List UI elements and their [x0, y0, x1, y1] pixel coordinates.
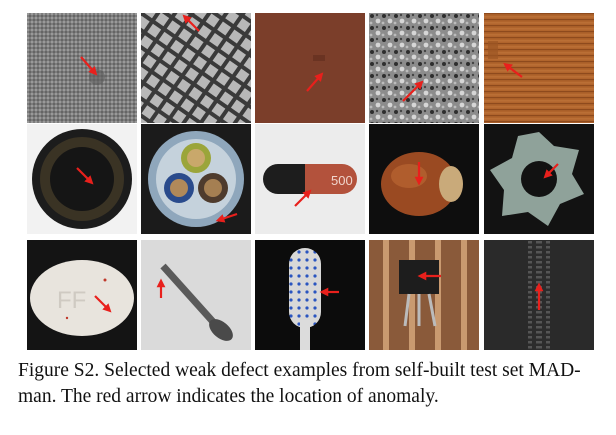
tile-image [369, 13, 479, 123]
anomaly-arrow [76, 167, 94, 185]
hazelnut-image [369, 124, 479, 234]
toothbrush-image [255, 240, 365, 350]
pill-image: FF [27, 240, 137, 350]
anomaly-arrow [294, 189, 312, 207]
screw-image [141, 240, 251, 350]
anomaly-arrow [503, 62, 523, 78]
zipper-image [484, 240, 594, 350]
anomaly-arrow [80, 56, 98, 76]
leather-image [255, 13, 365, 123]
anomaly-arrow [306, 72, 324, 92]
anomaly-arrow [182, 14, 200, 32]
capsule-image: 500 [255, 124, 365, 234]
bottle-image [27, 124, 137, 234]
capsule-print: 500 [331, 173, 353, 188]
wood-image [484, 13, 594, 123]
anomaly-arrow [94, 295, 112, 313]
figure-caption: Figure S2. Selected weak defect examples… [18, 358, 608, 410]
caption-label: Figure S2. [18, 360, 100, 381]
grid-image [141, 13, 251, 123]
anomaly-arrow [402, 80, 424, 102]
caption-text: Selected weak defect examples from self-… [18, 360, 581, 407]
pill-print: FF [57, 287, 86, 314]
metal-nut-image [484, 124, 594, 234]
anomaly-arrow [215, 212, 238, 223]
cable-image [141, 124, 251, 234]
transistor-image [369, 240, 479, 350]
carpet-image [27, 13, 137, 123]
anomaly-arrow [543, 163, 559, 179]
